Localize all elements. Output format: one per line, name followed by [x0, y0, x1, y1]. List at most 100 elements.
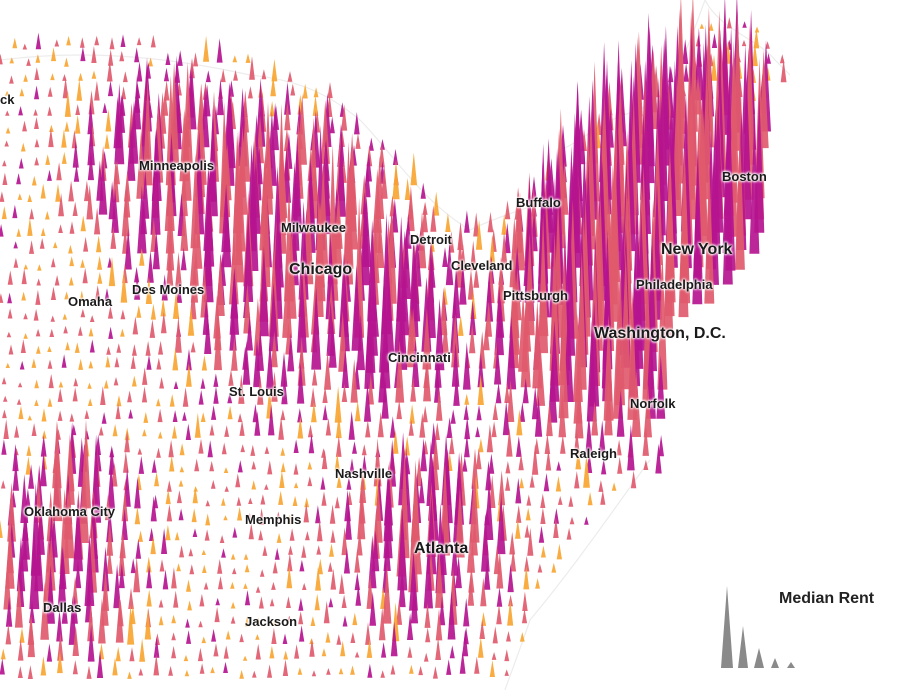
rent-spike [459, 261, 467, 305]
rent-spike [174, 315, 182, 353]
rent-spike [354, 572, 360, 591]
rent-spike [48, 373, 54, 389]
rent-spike [496, 492, 506, 555]
rent-spike [61, 129, 67, 148]
rent-spike [249, 56, 255, 80]
city-label-philadelphia: Philadelphia [636, 277, 713, 292]
rent-spike [94, 35, 100, 46]
rent-spike [23, 313, 28, 320]
rent-spike [315, 505, 321, 524]
rent-spike [284, 82, 291, 115]
rent-spike [68, 595, 77, 645]
rent-spike [62, 77, 69, 99]
rent-spike [506, 379, 515, 422]
rent-spike [8, 344, 14, 355]
rent-spike [87, 625, 95, 662]
rent-spike [36, 345, 41, 354]
rent-spike [474, 656, 480, 674]
rent-spike [94, 207, 101, 235]
rent-spike [211, 628, 217, 642]
rent-spike [354, 112, 360, 135]
rent-spike [171, 632, 176, 641]
rent-spike [534, 395, 543, 437]
rent-spike [19, 360, 25, 370]
rent-spike [355, 133, 361, 149]
rent-spike [82, 267, 88, 284]
rent-spike [476, 405, 482, 421]
rent-spike [162, 569, 169, 590]
rent-spike [16, 228, 21, 237]
rent-spike [229, 308, 237, 351]
rent-spike [483, 558, 491, 590]
rent-spike [191, 508, 197, 523]
rent-spike [119, 50, 125, 62]
rent-spike [168, 439, 174, 458]
rent-spike [41, 408, 47, 422]
rent-spike [201, 549, 206, 555]
rent-spike [529, 474, 535, 488]
rent-spike [55, 183, 61, 202]
rent-spike [487, 211, 494, 233]
rent-spike [39, 238, 45, 249]
rent-spike [205, 500, 210, 507]
rent-spike [467, 522, 475, 573]
city-label-cut-off: ck [0, 92, 15, 107]
rent-spike [584, 516, 589, 525]
rent-spike [308, 434, 315, 454]
rent-spike [84, 534, 95, 606]
rent-spike [243, 553, 249, 560]
rent-spike [58, 224, 63, 233]
rent-spike [13, 241, 18, 249]
rent-spike [190, 153, 201, 249]
rent-spike [57, 651, 63, 674]
rent-spike [244, 564, 250, 573]
rent-spike [166, 504, 173, 522]
rent-spike [80, 46, 86, 62]
rent-spike [682, 39, 689, 64]
rent-spike [453, 372, 460, 406]
rent-spike [260, 494, 266, 505]
rent-spike [78, 358, 84, 370]
rent-spike [574, 381, 584, 439]
rent-spike [600, 490, 606, 505]
rent-spike [280, 447, 286, 456]
rent-spike [165, 524, 171, 541]
rent-spike [129, 647, 135, 662]
rent-spike [112, 424, 118, 437]
rent-spike [179, 466, 185, 473]
rent-spike [45, 211, 50, 220]
rent-spike [446, 659, 452, 675]
rent-spike [205, 513, 211, 526]
rent-spike [118, 563, 125, 589]
rent-spike [566, 527, 572, 540]
legend-spikes [721, 586, 795, 668]
rent-spike [524, 555, 530, 572]
rent-spike [56, 162, 62, 181]
rent-spike [97, 272, 103, 284]
rent-spike [272, 619, 277, 626]
rent-spike [0, 293, 4, 303]
rent-spike [242, 655, 248, 661]
rent-spike [198, 620, 203, 628]
rent-spike [286, 596, 291, 608]
rent-spike [282, 263, 293, 338]
rent-spike [200, 412, 206, 422]
rent-spike [5, 623, 12, 645]
rent-spike [232, 567, 237, 575]
rent-spike [519, 632, 525, 642]
rent-spike [1, 377, 7, 385]
rent-spike [478, 438, 484, 453]
rent-spike [124, 228, 132, 270]
rent-spike [102, 102, 108, 113]
rent-spike [171, 614, 176, 624]
rent-spike [114, 356, 120, 368]
rent-spike [75, 104, 81, 115]
rent-spike [424, 602, 431, 628]
rent-spike [299, 625, 305, 642]
rent-spike [297, 408, 303, 423]
rent-spike [275, 511, 281, 522]
rent-spike [741, 79, 752, 220]
rent-spike [766, 53, 771, 64]
rent-spike [742, 21, 747, 28]
rent-spike [21, 291, 26, 301]
